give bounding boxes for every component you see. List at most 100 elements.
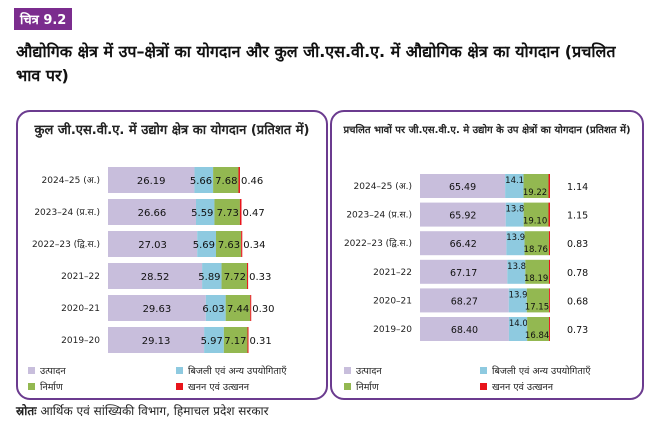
data-label: 1.14 (567, 182, 588, 193)
bar-segment-1 (505, 202, 524, 227)
data-label: 7.63 (218, 240, 240, 251)
source-note: स्रोतः आर्थिक एवं सांख्यिकी विभाग, हिमाच… (16, 402, 269, 419)
bar-segment-1 (195, 199, 215, 225)
data-label: 5.66 (190, 176, 212, 187)
data-label: 29.63 (143, 304, 172, 315)
data-label: 0.78 (567, 268, 588, 279)
bar-segment-0 (420, 202, 506, 227)
category-label: 2023–24 (प्र.स.) (34, 208, 100, 218)
legend-entry: बिजली एवं अन्य उपयोगिताएँ (188, 365, 287, 377)
bar-segment-0 (108, 327, 205, 353)
bar-segment-3 (548, 231, 550, 256)
bar-segment-1 (507, 259, 526, 284)
data-label: 0.33 (249, 272, 271, 283)
bar-segment-2 (225, 295, 251, 321)
data-label: 68.40 (451, 325, 478, 336)
data-label: 7.73 (217, 208, 239, 219)
source-label: स्रोतः (16, 404, 37, 418)
data-label: 19.22 (523, 188, 547, 198)
bar-segment-2 (213, 167, 239, 193)
bar-segment-2 (214, 199, 240, 225)
source-text: आर्थिक एवं सांख्यिकी विभाग, हिमाचल प्रदे… (40, 404, 269, 418)
bar-segment-2 (223, 327, 248, 353)
data-label: 18.76 (524, 245, 548, 255)
chart-panel-subsector-share: प्रचलित भावों पर जी.एस.वी.ए. मे उद्योग क… (330, 110, 644, 400)
data-label: 14.15 (505, 176, 529, 186)
data-label: 7.44 (227, 304, 249, 315)
chart-left-svg: 2024–25 (अ.) 26.19 5.66 7.68 0.46 2023–24 (प्… (28, 167, 287, 393)
data-label: 19.10 (523, 217, 547, 227)
data-label: 13.99 (506, 233, 530, 243)
bar-segment-2 (215, 231, 242, 257)
category-label: 2021–22 (373, 268, 412, 278)
data-label: 0.68 (567, 296, 588, 307)
bar-segment-3 (549, 288, 550, 313)
bar-segment-0 (108, 263, 203, 289)
data-label: 16.84 (525, 331, 549, 341)
data-label: 26.66 (138, 208, 167, 219)
legend-swatch (176, 383, 183, 390)
legend-swatch (480, 383, 487, 390)
data-label: 0.46 (241, 176, 263, 187)
legend-entry: खनन एवं उत्खनन (188, 382, 250, 393)
bar-segment-2 (524, 231, 549, 256)
bar-segment-0 (420, 231, 507, 256)
data-label: 29.13 (142, 336, 171, 347)
chart-right-svg: 2024–25 (अ.) 65.49 14.15 19.22 1.14 2023–24 (… (344, 174, 591, 393)
chart-panel-gsva-share: कुल जी.एस.वी.ए. में उद्योग क्षेत्र का यो… (16, 110, 328, 400)
bar-segment-3 (548, 174, 550, 198)
bar-segment-0 (420, 288, 509, 313)
data-label: 13.90 (509, 290, 533, 300)
bar-segment-1 (194, 167, 214, 193)
category-label: 2020–21 (61, 304, 100, 314)
bar-segment-1 (197, 231, 216, 257)
bar-segment-1 (505, 174, 524, 198)
legend-swatch (480, 367, 487, 374)
legend-entry: बिजली एवं अन्य उपयोगिताएँ (492, 365, 591, 377)
data-label: 0.34 (243, 240, 265, 251)
category-label: 2020–21 (373, 296, 412, 306)
legend-swatch (344, 367, 351, 374)
bar-segment-0 (108, 231, 198, 257)
data-label: 5.59 (191, 208, 213, 219)
data-label: 67.17 (450, 268, 477, 279)
bar-segment-3 (247, 263, 249, 289)
bar-segment-3 (548, 202, 550, 227)
data-label: 28.52 (141, 272, 170, 283)
legend-swatch (344, 383, 351, 390)
legend-entry: उत्पादन (40, 366, 66, 377)
data-label: 14.03 (509, 319, 533, 329)
data-label: 66.42 (450, 239, 477, 250)
bar-segment-0 (108, 167, 195, 193)
data-label: 18.19 (524, 274, 548, 284)
category-label: 2024–25 (अ.) (42, 176, 100, 186)
data-label: 7.68 (215, 176, 237, 187)
category-label: 2022–23 (द्वि.स.) (344, 237, 412, 249)
data-label: 0.30 (252, 304, 274, 315)
category-label: 2022–23 (द्वि.स.) (32, 238, 100, 250)
bar-segment-1 (202, 263, 222, 289)
data-label: 17.15 (525, 302, 549, 312)
category-label: 2021–22 (61, 272, 100, 282)
bar-segment-0 (420, 259, 508, 284)
data-label: 5.97 (201, 336, 223, 347)
data-label: 7.17 (224, 336, 246, 347)
bar-segment-2 (523, 174, 549, 198)
chart-title-right: प्रचलित भावों पर जी.एस.वी.ए. मे उद्योग क… (343, 125, 631, 136)
category-label: 2024–25 (अ.) (354, 182, 412, 192)
bar-segment-3 (241, 231, 243, 257)
data-label: 68.27 (451, 296, 478, 307)
legend-swatch (28, 383, 35, 390)
bar-segment-2 (526, 288, 550, 313)
legend-entry: निर्माण (356, 381, 379, 393)
category-label: 2019–20 (373, 325, 412, 335)
legend-entry: उत्पादन (356, 366, 382, 377)
figure-tag: चित्र 9.2 (14, 8, 73, 30)
figure-title: औद्योगिक क्षेत्र में उप–क्षेत्रों का योग… (16, 42, 616, 85)
data-label: 65.92 (449, 211, 476, 222)
data-label: 5.69 (193, 240, 215, 251)
bar-segment-0 (420, 317, 509, 341)
data-label: 65.49 (449, 182, 476, 193)
data-label: 0.31 (250, 336, 272, 347)
legend-swatch (28, 367, 35, 374)
